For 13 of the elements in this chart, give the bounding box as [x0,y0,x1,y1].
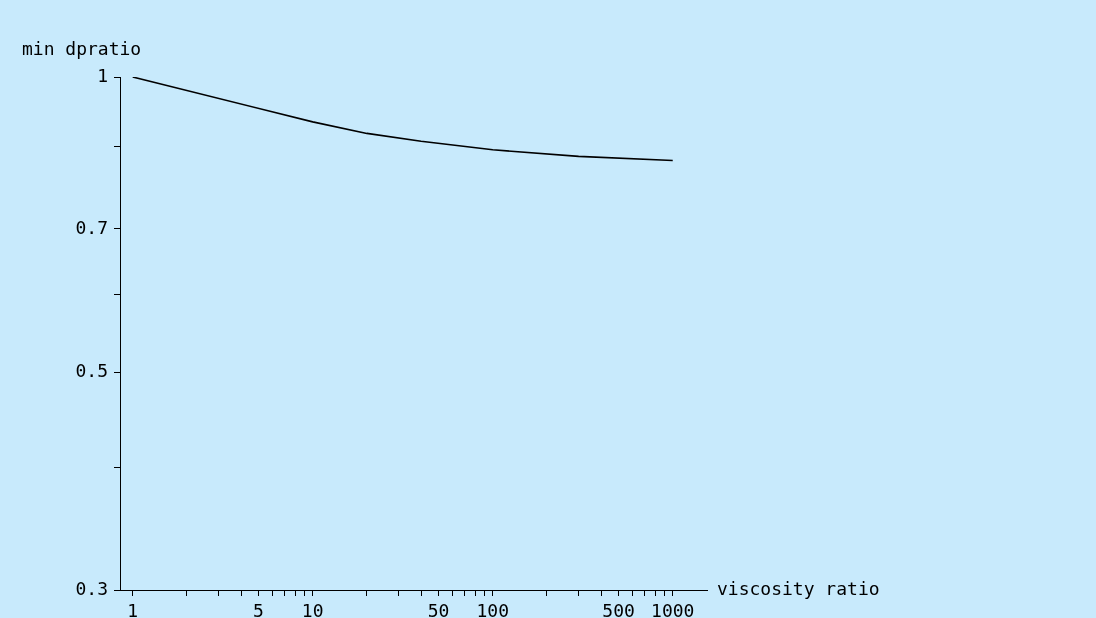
y-tick-label: 0.5 [75,360,108,382]
y-tick-label: 1 [97,64,108,86]
y-tick-label: 0.7 [75,216,108,238]
x-tick-label: 10 [301,600,324,618]
y-tick-label: 0.3 [75,577,108,599]
y-axis-title: min dpratio [22,37,142,59]
x-tick-label: 100 [476,600,509,618]
x-tick-label: 1000 [651,600,695,618]
x-axis-title: viscosity ratio [717,577,880,599]
x-tick-label: 1 [127,600,139,618]
x-tick-label: 50 [427,600,450,618]
x-tick-label: 5 [253,600,264,618]
x-tick-label: 500 [602,600,635,618]
